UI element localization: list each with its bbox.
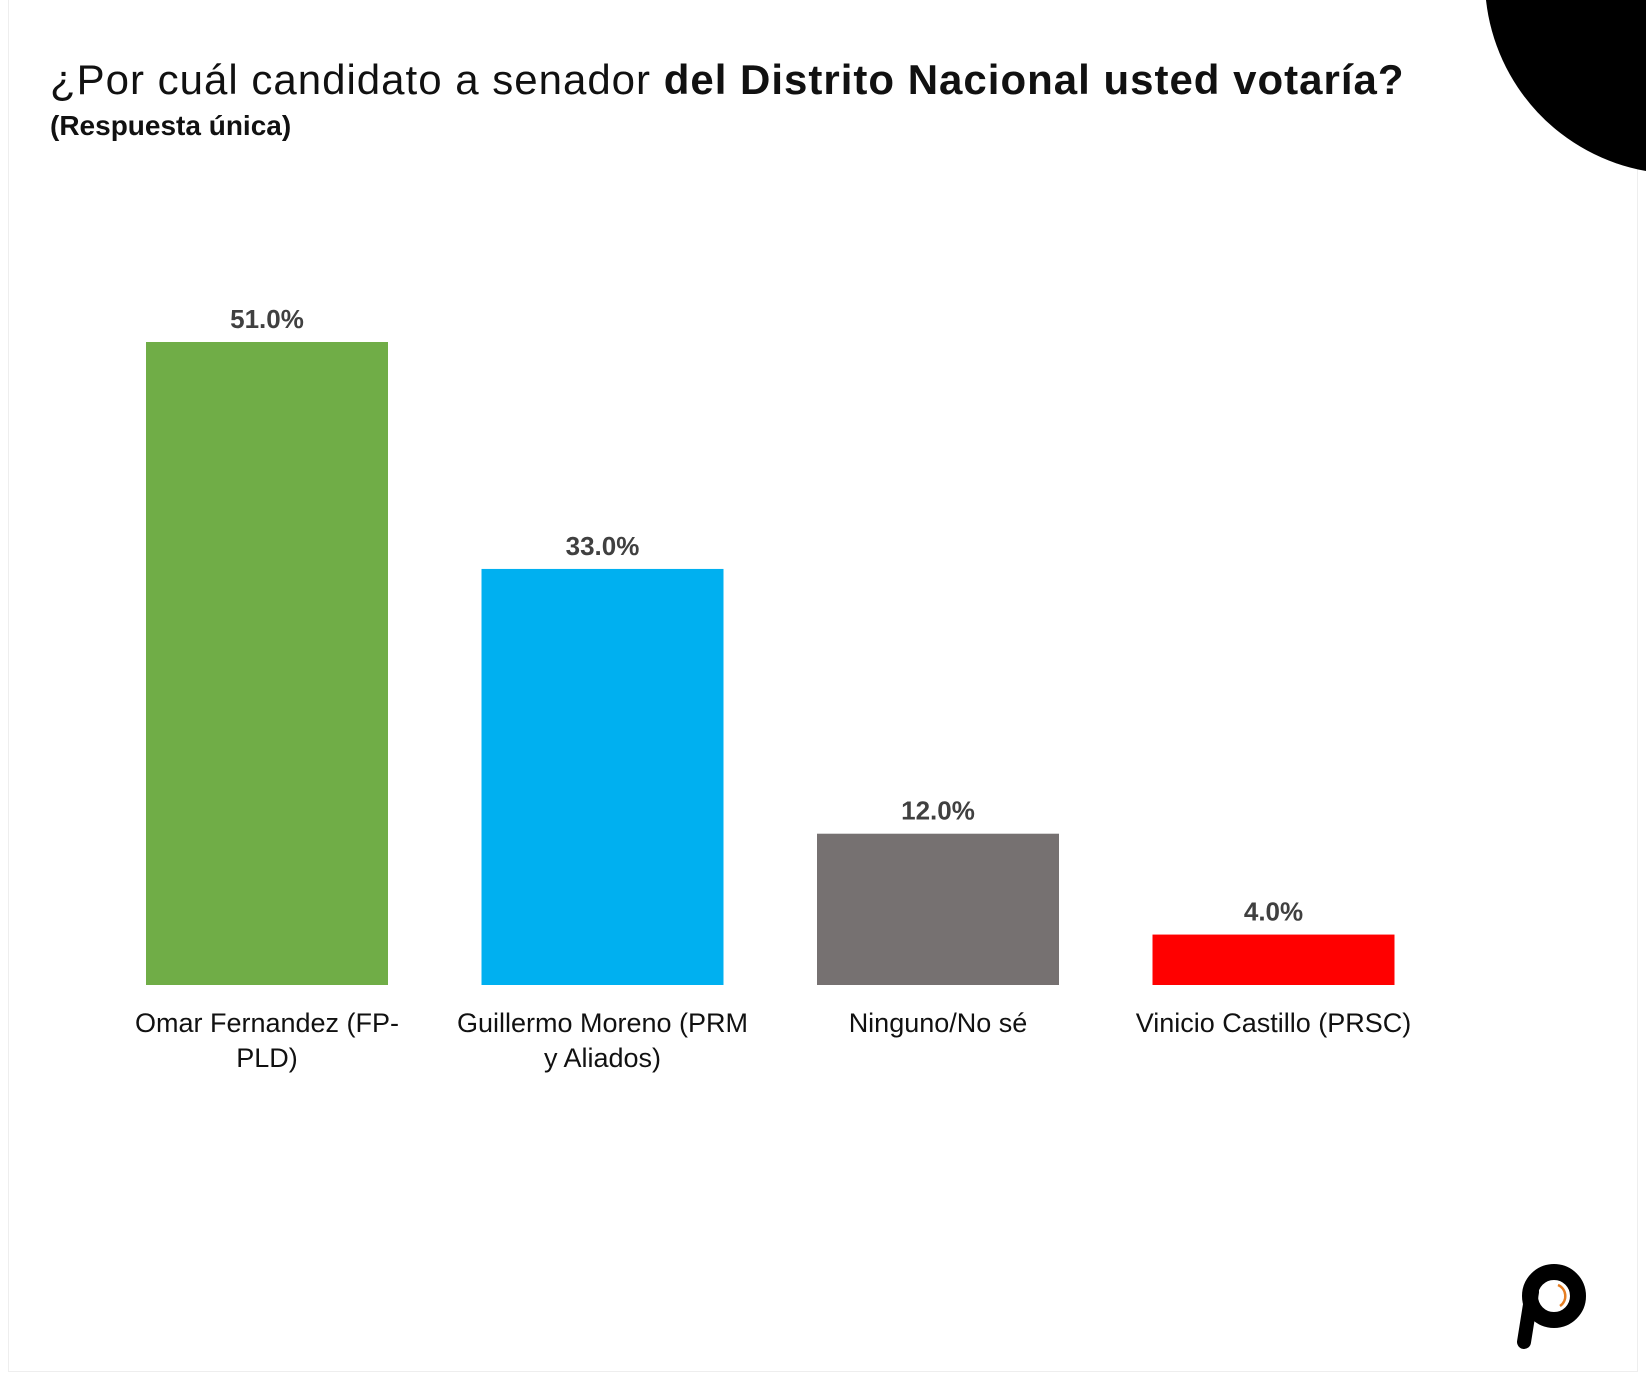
title-bold: del Distrito Nacional usted votaría? <box>663 56 1405 103</box>
category-label: Vinicio Castillo (PRSC) <box>1136 1008 1412 1038</box>
category-label: PLD) <box>236 1043 298 1073</box>
chart-subtitle: (Respuesta única) <box>50 110 292 141</box>
corner-decoration <box>1486 0 1646 171</box>
bar <box>481 568 724 985</box>
data-label: 12.0% <box>901 796 975 826</box>
title-regular: ¿Por cuál candidato a senador <box>50 56 664 103</box>
bar <box>146 342 388 985</box>
category-label: Omar Fernandez (FP- <box>135 1008 399 1038</box>
data-label: 51.0% <box>230 304 304 334</box>
data-label: 4.0% <box>1244 897 1303 927</box>
category-label: Ninguno/No sé <box>849 1008 1028 1038</box>
chart-title: ¿Por cuál candidato a senador del Distri… <box>50 56 1405 104</box>
bar <box>1152 934 1395 985</box>
slide-frame <box>8 0 1638 1372</box>
category-label: y Aliados) <box>544 1043 661 1073</box>
bar <box>817 833 1059 985</box>
category-label: Guillermo Moreno (PRM <box>457 1008 748 1038</box>
data-label: 33.0% <box>566 531 640 561</box>
brand-p-logo-icon <box>1517 1264 1586 1349</box>
